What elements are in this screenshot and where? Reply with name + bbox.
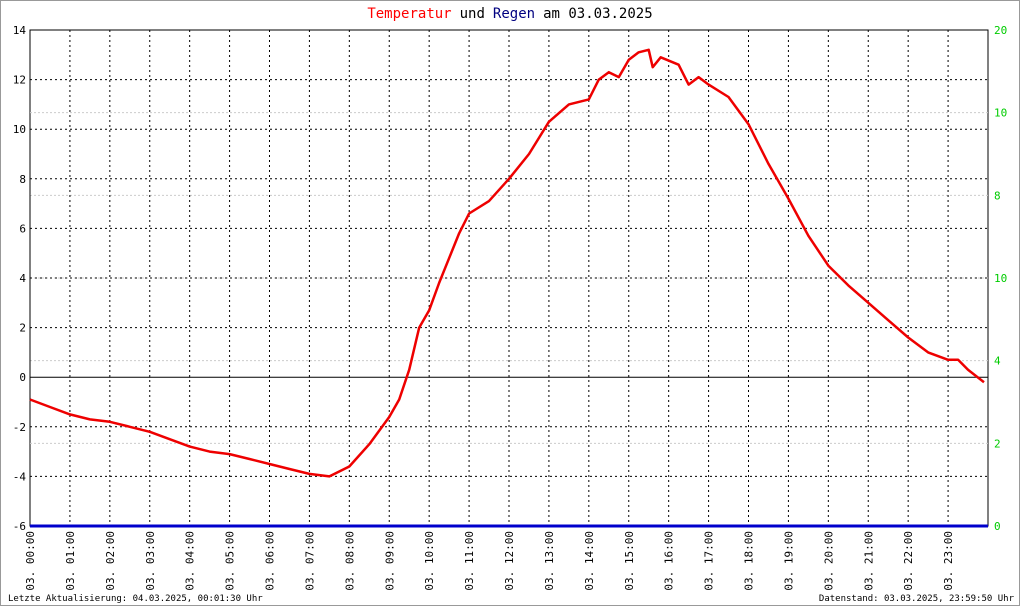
x-tick-label: 03. 18:00 xyxy=(743,531,756,591)
title-part: am 03.03.2025 xyxy=(543,6,653,22)
x-tick-label: 03. 14:00 xyxy=(583,531,596,591)
y2-tick-label: 20 xyxy=(994,24,1007,37)
y-tick-label: -6 xyxy=(13,520,26,533)
y2-tick-label: 2 xyxy=(994,437,1001,450)
y2-tick-label: 10 xyxy=(994,107,1007,120)
title-part: und xyxy=(460,6,485,22)
y-tick-label: 8 xyxy=(19,173,26,186)
x-tick-label: 03. 23:00 xyxy=(942,531,955,591)
y2-tick-label: 10 xyxy=(994,272,1007,285)
y-tick-label: 10 xyxy=(13,123,26,136)
y-tick-label: 0 xyxy=(19,371,26,384)
y2-tick-label: 8 xyxy=(994,189,1001,202)
x-tick-label: 03. 08:00 xyxy=(343,531,356,591)
y-tick-label: 12 xyxy=(13,74,26,87)
x-tick-label: 03. 09:00 xyxy=(383,531,396,591)
title-part: Regen xyxy=(493,6,535,22)
x-tick-label: 03. 20:00 xyxy=(822,531,835,591)
x-tick-label: 03. 16:00 xyxy=(663,531,676,591)
footer-left: Letzte Aktualisierung: 04.03.2025, 00:01… xyxy=(8,594,263,604)
x-tick-label: 03. 21:00 xyxy=(862,531,875,591)
title-part: Temperatur xyxy=(367,6,451,22)
x-tick-label: 03. 02:00 xyxy=(104,531,117,591)
y-tick-label: 6 xyxy=(19,222,26,235)
x-tick-label: 03. 06:00 xyxy=(264,531,277,591)
y-tick-label: -4 xyxy=(13,470,27,483)
plot-area xyxy=(29,29,989,527)
y2-tick-label: 4 xyxy=(994,355,1001,368)
chart-title: Temperatur und Regen am 03.03.2025 xyxy=(367,6,652,22)
y2-tick-label: 0 xyxy=(994,520,1001,533)
y-tick-label: -2 xyxy=(13,421,26,434)
series-line xyxy=(29,48,985,478)
x-tick-label: 03. 04:00 xyxy=(184,531,197,591)
y-tick-label: 2 xyxy=(19,322,26,335)
x-tick-label: 03. 19:00 xyxy=(782,531,795,591)
footer-right: Datenstand: 03.03.2025, 23:59:50 Uhr xyxy=(819,594,1015,604)
x-tick-label: 03. 13:00 xyxy=(543,531,556,591)
y-tick-label: 4 xyxy=(19,272,26,285)
x-tick-label: 03. 17:00 xyxy=(703,531,716,591)
x-tick-label: 03. 15:00 xyxy=(623,531,636,591)
x-tick-label: 03. 03:00 xyxy=(144,531,157,591)
x-tick-label: 03. 10:00 xyxy=(423,531,436,591)
x-tick-label: 03. 12:00 xyxy=(503,531,516,591)
x-tick-label: 03. 11:00 xyxy=(463,531,476,591)
x-tick-label: 03. 07:00 xyxy=(303,531,316,591)
x-tick-label: 03. 22:00 xyxy=(902,531,915,591)
x-tick-label: 03. 00:00 xyxy=(24,531,37,591)
y-tick-label: 14 xyxy=(13,24,27,37)
x-tick-label: 03. 05:00 xyxy=(224,531,237,591)
x-tick-label: 03. 01:00 xyxy=(64,531,77,591)
